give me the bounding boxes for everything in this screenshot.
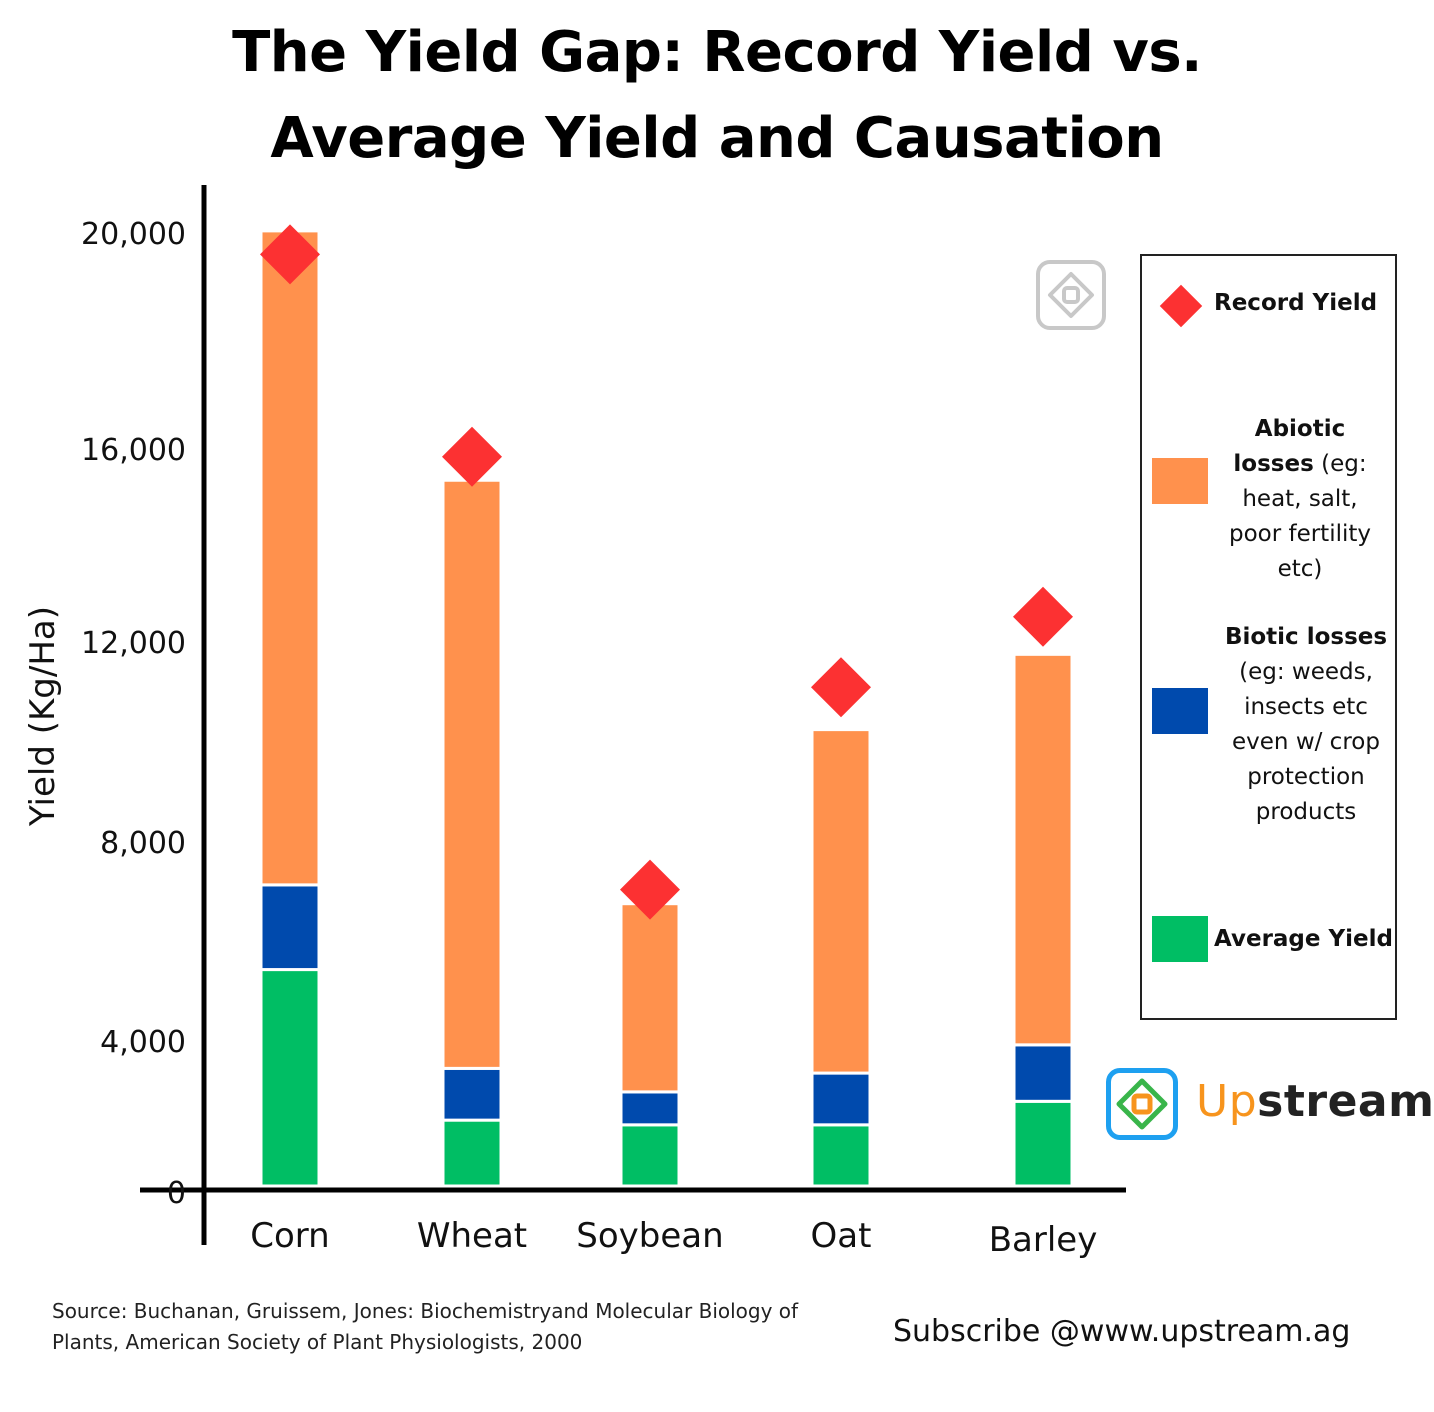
y-tick-label: 0 [167, 1176, 186, 1211]
category-label: Oat [811, 1216, 872, 1256]
bar-segment-average-yield [810, 1123, 872, 1188]
record-yield-marker [260, 224, 320, 285]
source-citation: Source: Buchanan, Gruissem, Jones: Bioch… [52, 1299, 799, 1354]
y-tick-label: 20,000 [81, 217, 186, 252]
bar-segment-abiotic-losses [1012, 652, 1074, 1047]
bar-segment-biotic-losses [810, 1071, 872, 1127]
legend-average-label: Average Yield [1214, 926, 1393, 952]
legend-abiotic-rest: (eg: heat, salt, poor fertility etc) [1228, 451, 1372, 582]
y-tick-label: 4,000 [100, 1025, 186, 1060]
record-yield-diamond-icon [1159, 284, 1203, 328]
bar-segment-average-yield [441, 1118, 503, 1188]
chart-axes [140, 185, 1126, 1245]
category-label: Barley [989, 1220, 1098, 1260]
category-label: Wheat [417, 1216, 527, 1256]
y-tick-labels: 0 4,000 8,000 12,000 16,000 20,000 [81, 217, 186, 1211]
chart-title-line-2: Average Yield and Causation [270, 106, 1164, 171]
legend-record-label: Record Yield [1214, 290, 1378, 316]
record-yield-marker [1013, 586, 1073, 647]
legend-abiotic-bold: Abiotic losses [1233, 416, 1346, 477]
record-yield-markers [260, 224, 1073, 920]
legend-biotic-rest: (eg: weeds, insects etc even w/ crop pro… [1232, 659, 1380, 825]
bar-segment-biotic-losses [1012, 1043, 1074, 1103]
subscribe-link[interactable]: Subscribe @www.upstream.ag [893, 1314, 1351, 1349]
category-label: Soybean [576, 1216, 723, 1256]
brand-stream: stream [1257, 1076, 1434, 1127]
bar-segment-abiotic-losses [619, 902, 681, 1094]
average-swatch [1152, 916, 1208, 962]
bar-segment-average-yield [259, 968, 321, 1188]
y-axis-label: Yield (Kg/Ha) [23, 606, 63, 827]
record-yield-marker [442, 426, 502, 487]
category-label: Corn [250, 1216, 329, 1256]
bar-segment-average-yield [619, 1123, 681, 1188]
chart-title-line-1: The Yield Gap: Record Yield vs. [232, 20, 1202, 85]
bar-segment-average-yield [1012, 1099, 1074, 1188]
bar-segment-biotic-losses [619, 1090, 681, 1127]
bar-segment-biotic-losses [441, 1066, 503, 1122]
bar-segment-abiotic-losses [259, 229, 321, 887]
abiotic-swatch [1152, 458, 1208, 504]
bar-segment-biotic-losses [259, 883, 321, 972]
legend: Record Yield Abiotic losses (eg: heat, s… [1140, 254, 1397, 1020]
bar-segment-abiotic-losses [441, 478, 503, 1070]
bar-segment-abiotic-losses [810, 728, 872, 1075]
category-labels: Corn Wheat Soybean Oat Barley [250, 1216, 1097, 1260]
brand-up: Up [1196, 1076, 1258, 1127]
y-tick-label: 16,000 [81, 433, 186, 468]
upstream-logo-icon [1106, 1068, 1178, 1140]
legend-biotic-bold: Biotic losses [1224, 624, 1388, 650]
record-yield-marker [620, 859, 680, 920]
upstream-brand: Upstream [1196, 1076, 1434, 1127]
y-tick-label: 12,000 [81, 626, 186, 661]
y-tick-label: 8,000 [100, 826, 186, 861]
biotic-swatch [1152, 688, 1208, 734]
chart-title: The Yield Gap: Record Yield vs. Average … [0, 10, 1434, 182]
record-yield-marker [811, 657, 871, 718]
bar-stacks [259, 229, 1074, 1188]
watermark-logo-icon [1036, 260, 1106, 330]
